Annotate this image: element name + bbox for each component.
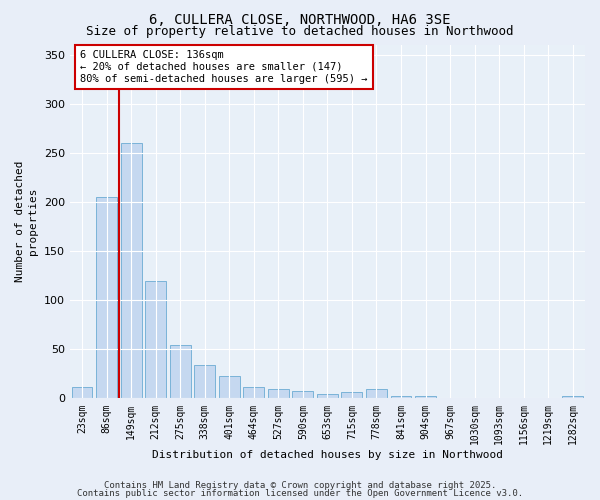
Bar [244,386,264,398]
Bar [366,388,387,398]
Bar [194,365,215,398]
Bar [170,346,191,399]
Bar [391,396,412,398]
Bar [292,390,313,398]
Bar [562,396,583,398]
Bar [341,392,362,398]
Bar [317,394,338,398]
Bar [268,388,289,398]
Bar [71,386,92,398]
Text: Contains HM Land Registry data © Crown copyright and database right 2025.: Contains HM Land Registry data © Crown c… [104,481,496,490]
X-axis label: Distribution of detached houses by size in Northwood: Distribution of detached houses by size … [152,450,503,460]
Bar [219,376,239,398]
Text: 6 CULLERA CLOSE: 136sqm
← 20% of detached houses are smaller (147)
80% of semi-d: 6 CULLERA CLOSE: 136sqm ← 20% of detache… [80,50,368,84]
Text: Size of property relative to detached houses in Northwood: Size of property relative to detached ho… [86,25,514,38]
Bar [96,197,117,398]
Bar [415,396,436,398]
Text: 6, CULLERA CLOSE, NORTHWOOD, HA6 3SE: 6, CULLERA CLOSE, NORTHWOOD, HA6 3SE [149,12,451,26]
Bar [121,143,142,399]
Text: Contains public sector information licensed under the Open Government Licence v3: Contains public sector information licen… [77,489,523,498]
Y-axis label: Number of detached
properties: Number of detached properties [15,161,38,282]
Bar [145,280,166,398]
